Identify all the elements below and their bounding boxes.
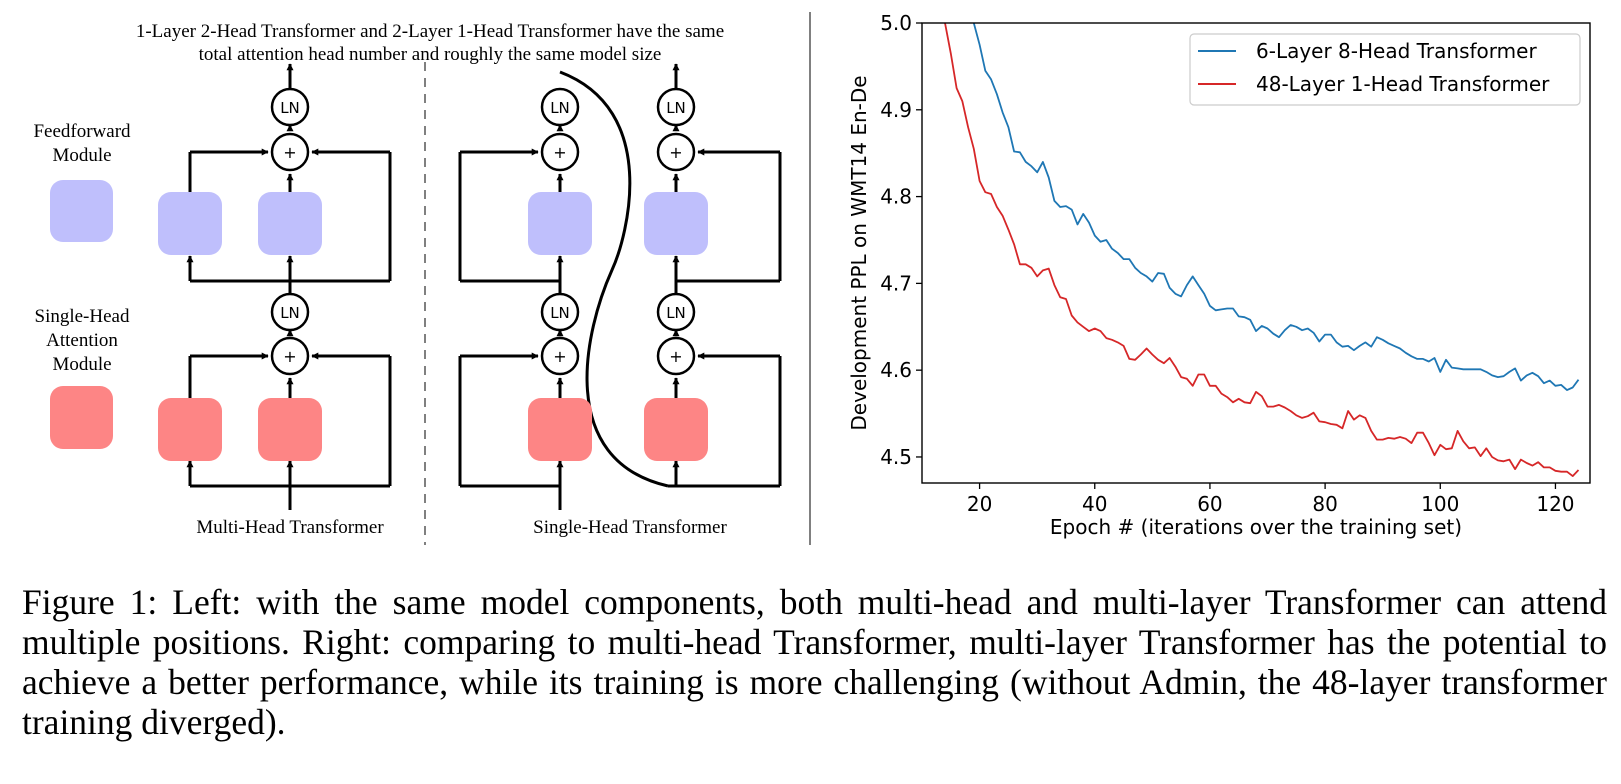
attention-block [644,398,708,461]
ppl-line-chart: 20 40 60 80 100 120 4.5 4.6 4.7 4.8 4.9 5.0 Epoch … [847,11,1591,539]
ff-block [258,192,322,255]
chart-marks [944,23,1580,478]
ff-block [158,192,222,255]
y-tick-label: 4.9 [880,98,912,122]
y-tick-label: 4.5 [880,445,912,469]
plus-node: + [270,132,310,172]
ln-node: LN [540,87,580,127]
legend-feedforward-line2: Module [52,145,111,166]
diagram-title-line1: 1-Layer 2-Head Transformer and 2-Layer 1… [136,21,724,42]
legend-label-6-layer: 6-Layer 8-Head Transformer [1256,39,1537,63]
svg-text:LN: LN [666,304,686,322]
y-tick-label: 4.7 [880,271,912,295]
ln-node: LN [270,87,310,127]
plus-node: + [656,336,696,376]
svg-text:LN: LN [280,304,300,322]
legend-box [1189,33,1581,106]
y-tick-label: 4.6 [880,358,912,382]
multi-head-label: Multi-Head Transformer [196,517,384,538]
attention-block [158,398,222,461]
legend-feedforward-line1: Feedforward [33,121,131,142]
y-tick-label: 4.8 [880,185,912,209]
attention-block [258,398,322,461]
plus-node: + [656,132,696,172]
multi-head-blocks: LN + LN + Multi-Head Transformer [158,87,384,538]
ln-node: LN [656,87,696,127]
single-head-blocks: LN + LN + LN + LN + Single-Head Transfor… [528,87,728,538]
x-tick-label: 40 [1082,492,1107,516]
x-axis-label: Epoch # (iterations over the training se… [1050,515,1462,539]
multi-head-transformer [186,63,392,510]
svg-text:+: + [553,347,566,366]
legend-attention-line3: Module [52,354,111,375]
ff-block [528,192,592,255]
architecture-diagram: 1-Layer 2-Head Transformer and 2-Layer 1… [33,21,782,545]
svg-text:LN: LN [550,99,570,117]
x-tick-label: 80 [1312,492,1337,516]
legend-attention-line1: Single-Head [35,306,130,327]
ln-node: LN [540,292,580,332]
svg-text:LN: LN [666,99,686,117]
figure-caption: Figure 1: Left: with the same model comp… [22,582,1607,742]
x-tick-label: 20 [967,492,992,516]
plus-node: + [540,132,580,172]
y-axis-label: Development PPL on WMT14 En-De [847,75,871,430]
single-head-transformer [458,63,782,510]
legend: 6-Layer 8-Head Transformer 48-Layer 1-He… [1189,33,1581,106]
y-tick-label: 5.0 [880,11,912,35]
svg-text:LN: LN [550,304,570,322]
plot-frame [921,22,1591,484]
legend-label-48-layer: 48-Layer 1-Head Transformer [1256,72,1550,96]
ln-node: LN [270,292,310,332]
legend-attention-block [50,386,113,449]
plus-node: + [270,336,310,376]
svg-text:+: + [283,347,296,366]
legend-feedforward-block [50,180,113,242]
x-tick-label: 60 [1197,492,1222,516]
plus-node: + [540,336,580,376]
ln-node: LN [656,292,696,332]
y-axis: 4.5 4.6 4.7 4.8 4.9 5.0 [880,11,922,469]
svg-text:LN: LN [280,99,300,117]
x-tick-label: 100 [1421,492,1459,516]
attention-block [528,398,592,461]
svg-text:+: + [669,143,682,162]
layer-connector-curve [559,70,669,488]
svg-text:+: + [553,143,566,162]
ff-block [644,192,708,255]
svg-text:+: + [669,347,682,366]
diagram-title-line2: total attention head number and roughly … [199,44,662,65]
series-line-48-layer [944,23,1580,478]
x-axis: 20 40 60 80 100 120 [967,483,1575,516]
x-tick-label: 120 [1536,492,1574,516]
legend-attention-line2: Attention [46,330,118,351]
series-line-6-layer [972,23,1580,392]
svg-text:+: + [283,143,296,162]
single-head-label: Single-Head Transformer [533,517,727,538]
